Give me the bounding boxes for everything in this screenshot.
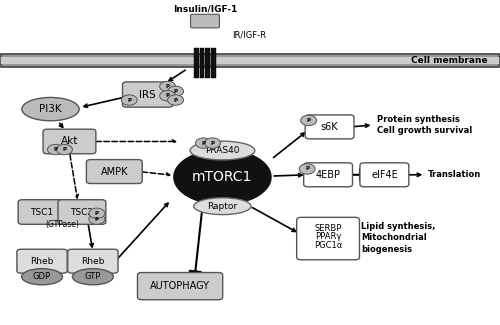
Ellipse shape xyxy=(22,269,62,285)
Text: (GTPase): (GTPase) xyxy=(45,220,79,229)
FancyBboxPatch shape xyxy=(304,163,352,187)
FancyBboxPatch shape xyxy=(43,129,96,154)
Text: PRAS40: PRAS40 xyxy=(205,146,240,155)
Text: s6K: s6K xyxy=(321,122,338,132)
FancyBboxPatch shape xyxy=(360,163,409,187)
FancyBboxPatch shape xyxy=(305,115,354,139)
Text: 4EBP: 4EBP xyxy=(316,170,340,180)
Ellipse shape xyxy=(22,98,79,121)
Text: IRS: IRS xyxy=(140,90,156,99)
Text: eIF4E: eIF4E xyxy=(371,170,398,180)
Text: P: P xyxy=(174,98,178,103)
Text: P: P xyxy=(62,147,66,152)
Text: TSC1: TSC1 xyxy=(30,208,54,216)
Text: Cell membrane: Cell membrane xyxy=(411,56,488,65)
Text: IR/IGF-R: IR/IGF-R xyxy=(232,30,266,39)
Text: Lipid synthesis,
Mitochondrial
biogenesis: Lipid synthesis, Mitochondrial biogenesi… xyxy=(362,222,436,254)
Text: Rheb: Rheb xyxy=(30,257,54,266)
Circle shape xyxy=(196,138,212,148)
Text: AUTOPHAGY: AUTOPHAGY xyxy=(150,281,210,291)
Text: PI3K: PI3K xyxy=(39,104,62,114)
Circle shape xyxy=(160,91,176,101)
Circle shape xyxy=(48,144,64,155)
FancyBboxPatch shape xyxy=(18,200,66,224)
FancyBboxPatch shape xyxy=(122,82,173,107)
Text: SERBP: SERBP xyxy=(314,224,342,233)
Circle shape xyxy=(204,138,220,148)
Circle shape xyxy=(122,95,137,105)
FancyBboxPatch shape xyxy=(86,160,142,184)
Text: P: P xyxy=(166,84,170,89)
Text: P: P xyxy=(54,147,58,152)
Bar xyxy=(206,48,210,78)
Circle shape xyxy=(56,144,72,155)
Text: TSC2: TSC2 xyxy=(70,208,94,216)
Text: AMPK: AMPK xyxy=(100,166,128,176)
Circle shape xyxy=(300,115,316,125)
Bar xyxy=(212,48,216,78)
Ellipse shape xyxy=(190,141,255,160)
Ellipse shape xyxy=(174,150,271,204)
Text: GTP: GTP xyxy=(84,272,101,281)
Text: P: P xyxy=(306,118,310,123)
Text: Raptor: Raptor xyxy=(208,202,238,211)
FancyBboxPatch shape xyxy=(58,200,106,224)
Circle shape xyxy=(89,214,105,224)
Text: GDP: GDP xyxy=(33,272,51,281)
FancyBboxPatch shape xyxy=(68,249,118,273)
Text: P: P xyxy=(305,166,309,172)
Circle shape xyxy=(168,95,184,105)
Circle shape xyxy=(89,208,105,218)
Ellipse shape xyxy=(72,269,114,285)
Text: Akt: Akt xyxy=(61,136,78,147)
Circle shape xyxy=(160,81,176,92)
FancyBboxPatch shape xyxy=(296,217,360,260)
Bar xyxy=(194,48,198,78)
FancyBboxPatch shape xyxy=(190,14,220,28)
Text: Insulin/IGF-1: Insulin/IGF-1 xyxy=(173,4,237,13)
Circle shape xyxy=(168,86,184,97)
FancyBboxPatch shape xyxy=(17,249,67,273)
Text: P: P xyxy=(174,89,178,94)
Text: P: P xyxy=(95,217,99,222)
Text: Protein synthesis
Cell growth survival: Protein synthesis Cell growth survival xyxy=(377,115,472,135)
Text: P: P xyxy=(166,93,170,98)
Text: PPARγ: PPARγ xyxy=(315,232,342,241)
Ellipse shape xyxy=(194,198,251,214)
Circle shape xyxy=(299,164,315,174)
Text: Translation: Translation xyxy=(428,170,482,179)
Text: mTORC1: mTORC1 xyxy=(192,170,252,184)
Text: P: P xyxy=(210,141,214,146)
Text: P: P xyxy=(202,141,205,146)
Text: P: P xyxy=(128,98,132,103)
Bar xyxy=(200,48,204,78)
Bar xyxy=(0,58,499,64)
Text: PGC1α: PGC1α xyxy=(314,241,342,250)
Text: Rheb: Rheb xyxy=(81,257,104,266)
Bar xyxy=(0,54,499,67)
Text: P: P xyxy=(95,211,99,216)
FancyBboxPatch shape xyxy=(138,273,222,300)
